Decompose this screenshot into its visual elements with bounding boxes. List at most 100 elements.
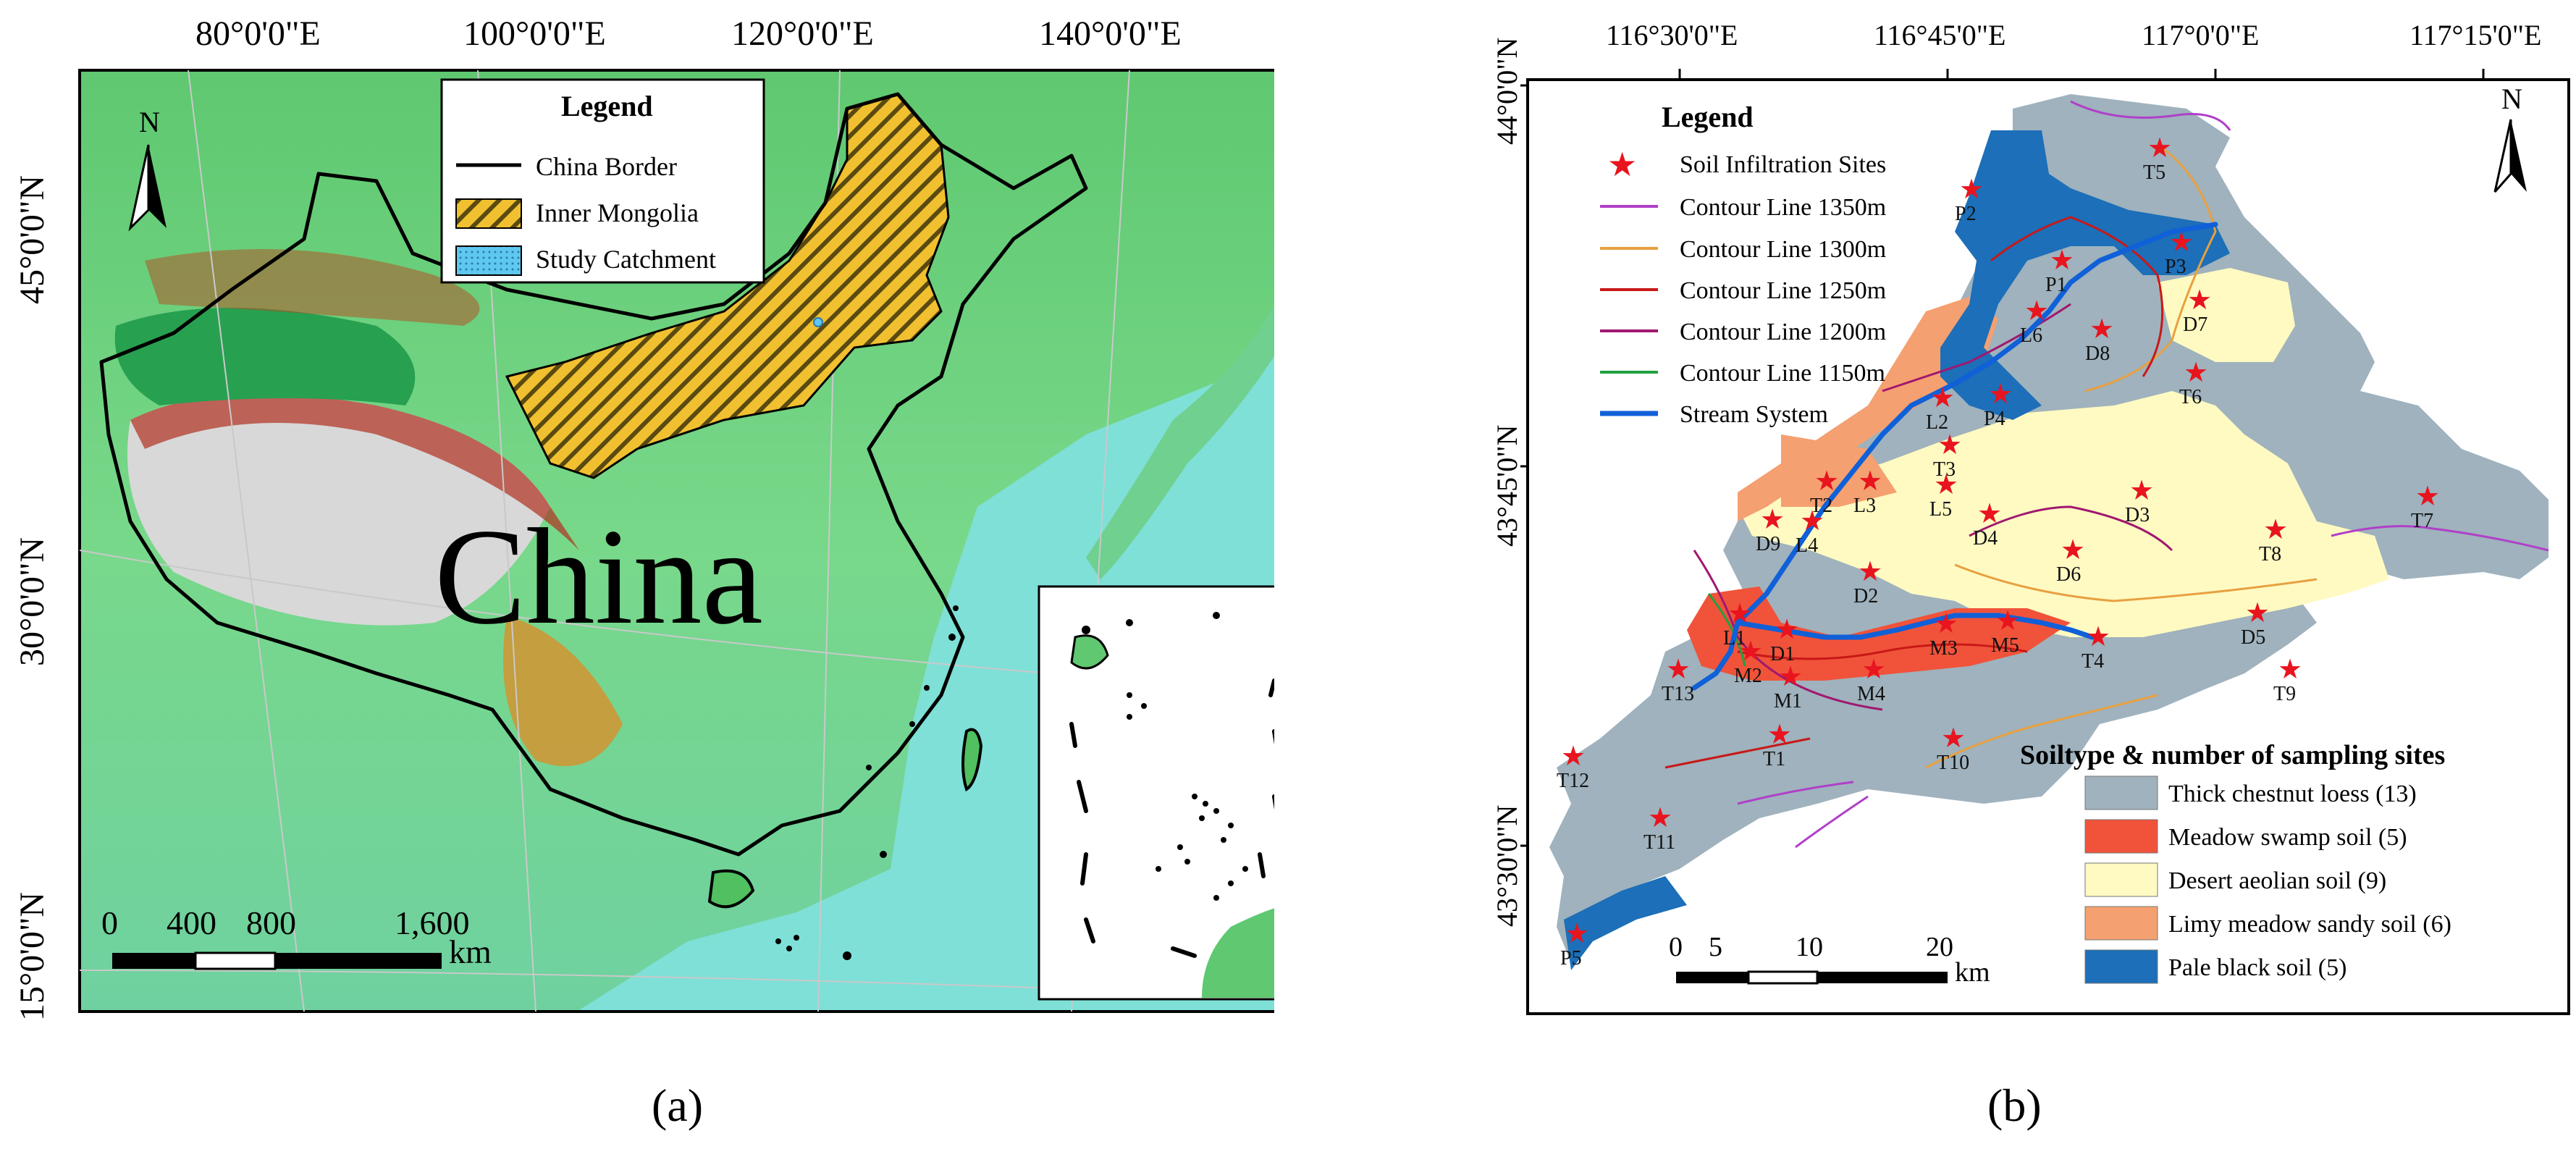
study-catchment-marker [813, 317, 823, 327]
inset-dash-line [1069, 678, 1274, 958]
tarim-basin [114, 308, 416, 405]
site-marker: ★ [2050, 245, 2074, 276]
site-label: D2 [1853, 585, 1878, 607]
svg-text:0: 0 [1669, 932, 1683, 962]
inset-land-south [1202, 908, 1274, 998]
site-label: L6 [2020, 324, 2042, 347]
site-label: T13 [1662, 683, 1694, 705]
contour-lines [1664, 100, 2549, 849]
svg-text:10: 10 [1796, 932, 1823, 962]
legend-label-inner-mongolia: Inner Mongolia [536, 198, 699, 227]
site-label: T8 [2259, 543, 2281, 566]
svg-text:Desert aeolian soil (9): Desert aeolian soil (9) [2168, 867, 2386, 894]
tick-b-top-0: 116°30'0"E [1606, 19, 1738, 51]
site-marker: ★ [1959, 175, 1984, 205]
legend-label-china-border: China Border [536, 152, 677, 181]
svg-text:km: km [1955, 957, 1990, 988]
site-marker: ★ [1934, 609, 1958, 639]
panel-a-map: Legend China Border Inner Mongolia Study… [13, 14, 1274, 1021]
site-label: P1 [2045, 274, 2067, 296]
panel-b-map: Legend ★ Soil Infiltration Sites Contour… [1520, 19, 2570, 1015]
site-marker: ★ [1778, 662, 1803, 692]
coastal-islands [775, 605, 959, 960]
site-label: D1 [1770, 643, 1795, 665]
site-label: M5 [1991, 634, 2019, 657]
svg-text:Contour Line 1300m: Contour Line 1300m [1680, 236, 1886, 263]
panel-b-left-ticks: 44°0'0"N 43°45'0"N 43°30'0"N [1491, 38, 1523, 927]
legend-title-b: Legend [1662, 101, 1754, 133]
site-label: L5 [1929, 498, 1952, 521]
tick-b-left-0: 44°0'0"N [1491, 38, 1523, 145]
tick-a-top-2: 120°0'0"E [731, 14, 874, 53]
svg-text:Limy meadow sandy soil (6): Limy meadow sandy soil (6) [2168, 911, 2451, 938]
site-marker: ★ [1988, 379, 2013, 410]
site-marker: ★ [2169, 227, 2194, 258]
site-label: M2 [1734, 665, 1762, 687]
site-label: D5 [2241, 626, 2265, 649]
svg-text:N: N [139, 106, 160, 138]
site-label: T10 [1937, 752, 1969, 774]
tick-a-left-1: 30°0'0"N [13, 537, 51, 666]
soil-legend-title: Soiltype & number of sampling sites [2020, 740, 2445, 770]
site-marker: ★ [1666, 655, 1691, 685]
soil-desert-aeolian [1738, 391, 2389, 637]
taiwan-island [961, 728, 983, 792]
tick-a-top-0: 80°0'0"E [195, 14, 321, 53]
site-label: D9 [1756, 533, 1780, 555]
north-arrow-b: N [2493, 83, 2527, 193]
site-label: D6 [2056, 563, 2081, 586]
site-label: P4 [1984, 408, 2005, 430]
tibet-rim [130, 394, 579, 550]
site-label: M1 [1774, 690, 1802, 712]
site-label: P3 [2165, 256, 2186, 278]
inset-hainan [1070, 634, 1109, 670]
site-marker: ★ [2086, 622, 2110, 652]
site-marker: ★ [1941, 723, 1966, 754]
legend-title-a: Legend [561, 90, 653, 122]
legend-items-b: ★ Soil Infiltration Sites Contour Line 1… [1600, 146, 1886, 428]
site-label: T1 [1763, 748, 1785, 770]
svg-text:Pale black soil (5): Pale black soil (5) [2168, 954, 2346, 981]
site-marker: ★ [1937, 430, 1962, 461]
site-marker: ★ [2061, 535, 2085, 566]
north-arrow-a: N [128, 106, 167, 232]
site-label: D8 [2085, 342, 2110, 365]
graticule-ticks-b [1520, 69, 2485, 847]
scale-bar-a: 0 400 800 1,600 km [101, 904, 492, 970]
tick-b-left-2: 43°30'0"N [1491, 805, 1523, 927]
site-marker: ★ [1858, 557, 1882, 587]
svg-text:Thick chestnut loess (13): Thick chestnut loess (13) [2168, 781, 2417, 807]
svg-text:Contour Line 1350m: Contour Line 1350m [1680, 194, 1886, 221]
svg-text:km: km [449, 933, 492, 970]
site-label: T3 [1933, 458, 1956, 481]
stream-system [1691, 222, 2218, 691]
site-marker: ★ [1565, 919, 1589, 949]
site-marker: ★ [1775, 615, 1799, 645]
svg-text:Contour Line 1250m: Contour Line 1250m [1680, 277, 1886, 304]
legend-label-study-catchment: Study Catchment [536, 245, 716, 274]
site-label: T2 [1810, 495, 1832, 517]
mongolia-mountains [145, 249, 480, 326]
site-label: L4 [1796, 534, 1818, 557]
site-label: T12 [1557, 770, 1589, 792]
site-marker: ★ [1995, 606, 2020, 636]
site-label: L3 [1853, 495, 1876, 517]
scale-bar-b: 0 5 10 20 km [1669, 932, 1990, 988]
site-label: T9 [2273, 683, 2296, 705]
site-marker: ★ [1561, 741, 1586, 772]
tick-a-top-1: 100°0'0"E [463, 14, 606, 53]
site-marker: ★ [2129, 476, 2154, 506]
site-marker: ★ [1930, 383, 1955, 413]
hainan-island [707, 869, 755, 909]
site-label: L2 [1926, 411, 1948, 434]
soil-pale-black-south [1564, 876, 1687, 970]
site-marker: ★ [2187, 285, 2212, 316]
svg-text:800: 800 [246, 904, 296, 941]
site-marker: ★ [1934, 470, 1958, 500]
site-marker: ★ [2184, 358, 2208, 388]
soil-desert-aeolian-north [2158, 268, 2295, 362]
site-marker: ★ [1977, 499, 2002, 529]
site-marker: ★ [2415, 482, 2440, 512]
site-marker: ★ [1727, 599, 1752, 629]
soil-pale-black [1940, 130, 2230, 420]
